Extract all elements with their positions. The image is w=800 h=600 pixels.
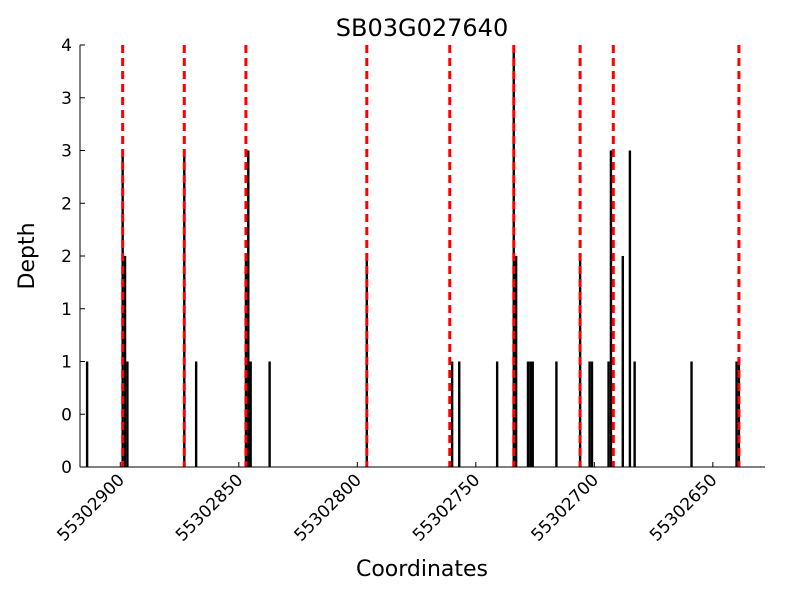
marker-lines-group — [121, 45, 741, 467]
x-tick-label: 55302750 — [409, 470, 484, 545]
depth-bar — [529, 361, 532, 467]
depth-bar — [555, 361, 558, 467]
y-tick-label: 3 — [61, 142, 72, 162]
x-tick-label: 55302800 — [291, 470, 366, 545]
depth-bar — [628, 150, 632, 467]
y-tick-label: 1 — [61, 353, 72, 373]
x-tick-label: 55302900 — [53, 470, 128, 545]
chart-title: SB03G027640 — [336, 14, 508, 42]
depth-bar — [588, 361, 591, 467]
depth-bar — [590, 361, 594, 467]
x-tick-label: 55302850 — [172, 470, 247, 545]
depth-bar — [531, 361, 534, 467]
y-axis-label: Depth — [15, 222, 40, 289]
y-ticks-group: 0 0 1 1 2 2 3 3 4 — [61, 36, 85, 478]
y-tick-label: 2 — [61, 194, 72, 214]
depth-bar — [526, 361, 530, 467]
x-tick-label: 55302650 — [646, 470, 721, 545]
axes-group — [79, 45, 765, 468]
x-ticks-group: 55302900 55302850 55302800 55302750 55302700… — [53, 462, 721, 546]
depth-bar — [621, 256, 624, 467]
depth-bar — [123, 256, 127, 467]
depth-bar — [194, 361, 198, 467]
y-tick-label: 2 — [61, 247, 72, 267]
depth-bar — [249, 361, 252, 467]
x-tick-label: 55302700 — [528, 470, 603, 545]
depth-bar — [268, 361, 271, 467]
depth-bar — [609, 150, 613, 467]
depth-bar — [85, 361, 89, 467]
depth-bar — [690, 361, 693, 467]
x-axis-label: Coordinates — [356, 557, 488, 582]
depth-bar — [514, 256, 518, 467]
y-tick-label: 4 — [61, 36, 72, 56]
depth-bar — [247, 150, 250, 467]
depth-bar — [126, 361, 129, 467]
depth-bar — [495, 361, 499, 467]
y-tick-label: 0 — [61, 405, 72, 425]
depth-bar — [450, 361, 454, 467]
depth-bar — [735, 361, 738, 467]
y-tick-label: 1 — [61, 300, 72, 320]
depth-bar — [607, 361, 610, 467]
y-tick-label: 3 — [61, 89, 72, 109]
depth-bar — [458, 361, 461, 467]
y-tick-label: 0 — [61, 458, 72, 478]
depth-bar — [633, 361, 636, 467]
